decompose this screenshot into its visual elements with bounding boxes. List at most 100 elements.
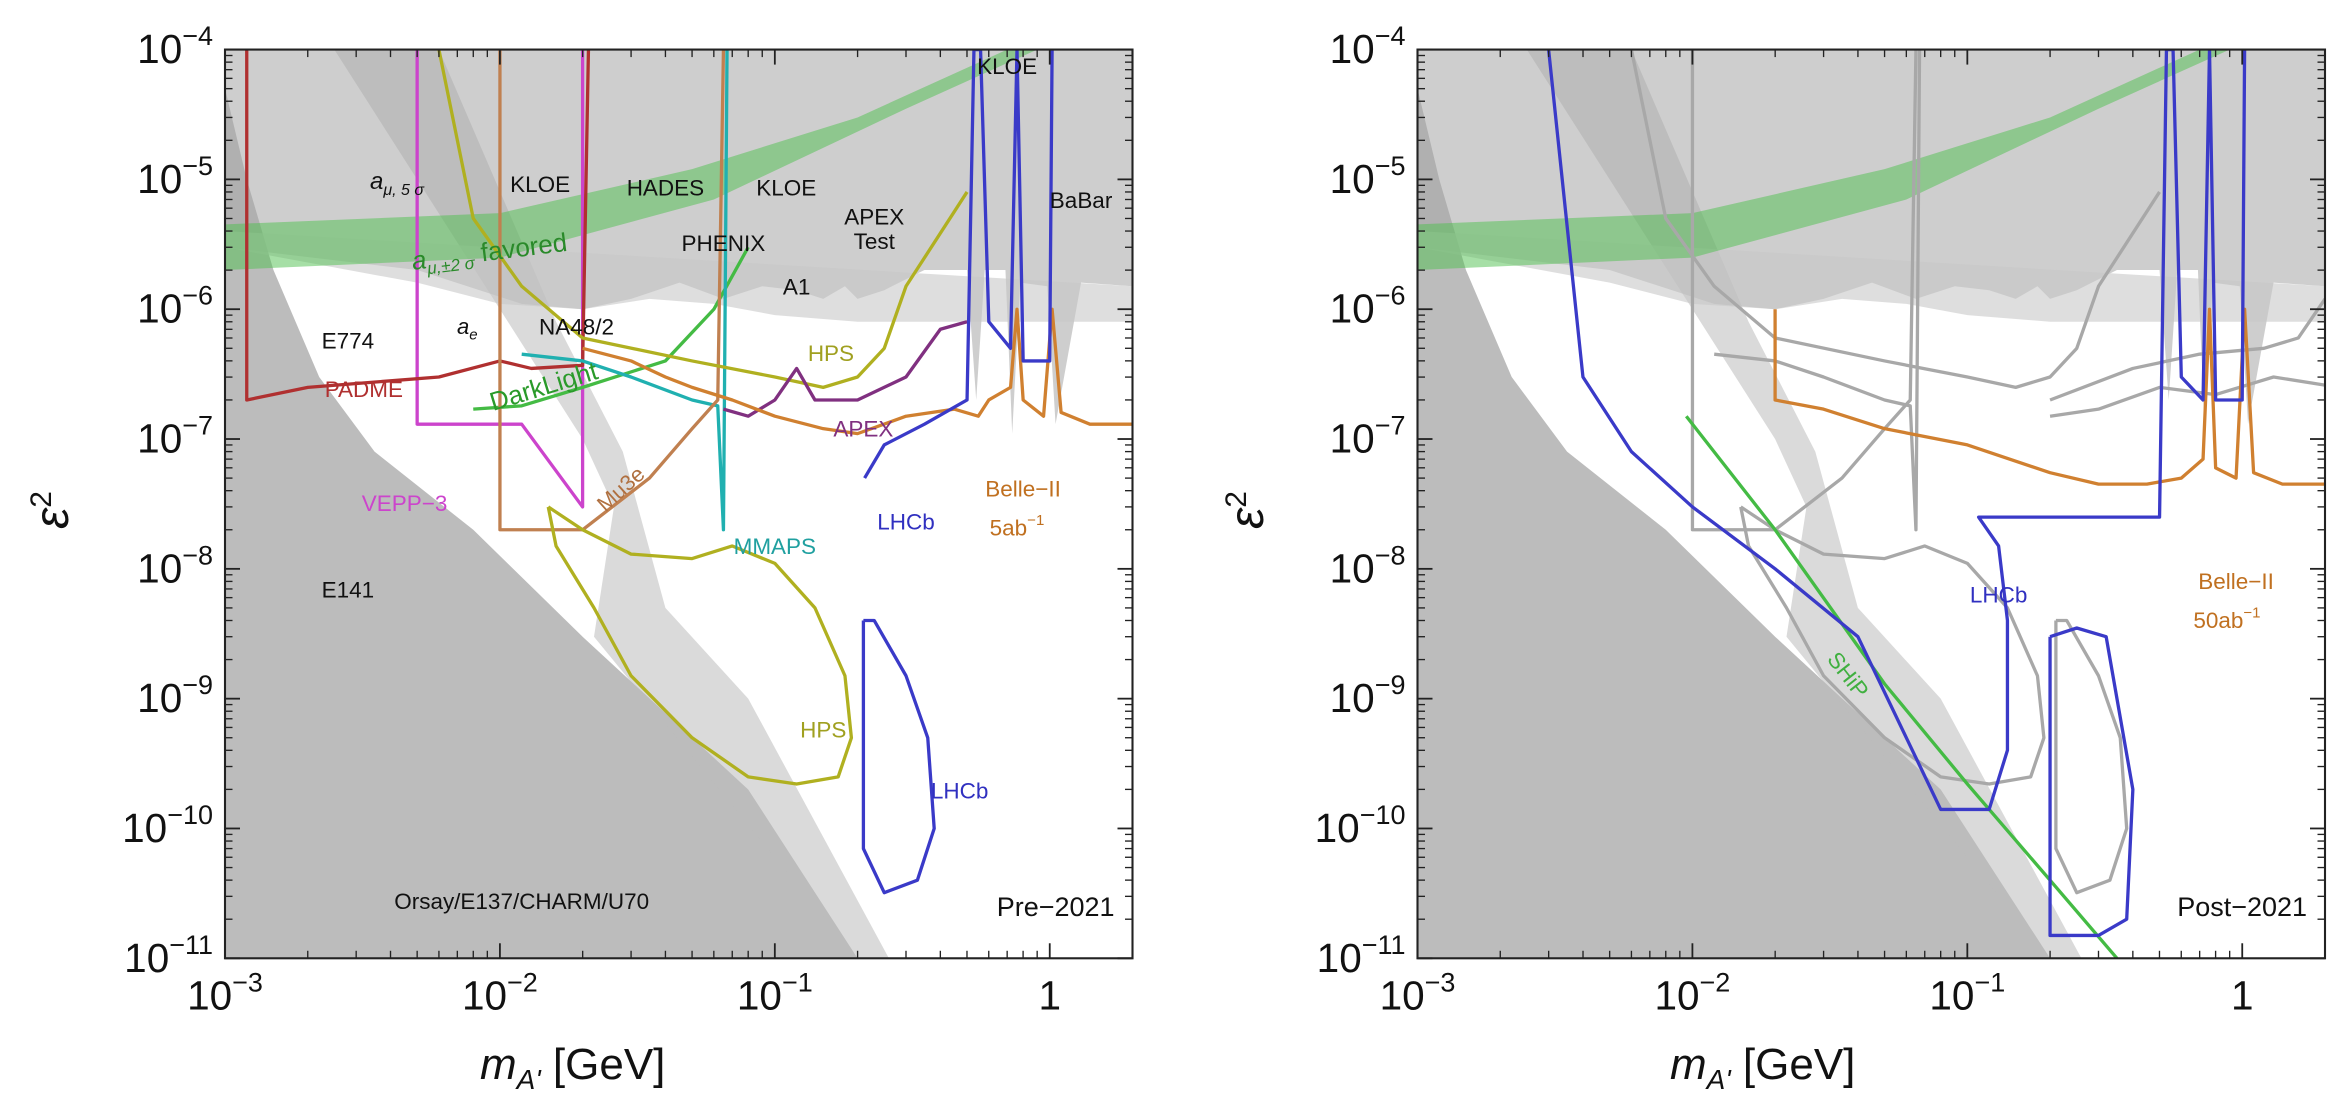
y-axis-label-main: ε: [26, 507, 79, 529]
x-tick-label: 1: [1038, 972, 1061, 1018]
favored-band-4: [225, 49, 1038, 271]
series-line-lhcb-15: [861, 618, 936, 895]
y-tick-label: 10−8: [137, 540, 213, 591]
annotation-ae-sub: e: [469, 326, 478, 344]
y-tick-label: 10−6: [137, 281, 213, 332]
y-tick-label: 10−9: [137, 670, 213, 721]
y-tick-label: 10−5: [137, 151, 213, 202]
excluded-region-0: [225, 49, 858, 959]
x-axis-label-unit: [GeV]: [1730, 1040, 1856, 1089]
series-line-padme-6: [245, 49, 591, 402]
y-tick-label: 10−4: [137, 21, 213, 72]
x-tick-label: 10−2: [462, 967, 538, 1018]
x-axis-label-left: mA' [GeV]: [480, 1040, 665, 1096]
annotation-kloe: KLOE: [977, 54, 1037, 79]
plot-area: [225, 49, 1133, 959]
annotation-hps: HPS: [808, 341, 854, 366]
series-line-ship-13: [1685, 415, 2119, 959]
x-axis-label-unit: [GeV]: [540, 1040, 666, 1089]
series-line-previous-8: [1739, 505, 2046, 786]
y-tick-label: 10−6: [1330, 281, 1406, 332]
excluded-region-1: [1526, 49, 2082, 959]
series-line-lhcb-14: [1546, 49, 2247, 812]
plot-frame: [223, 48, 1134, 960]
annotation-amu-5sigma: aμ, 5 σ: [370, 168, 424, 200]
y-tick-label: 10−5: [1330, 151, 1406, 202]
annotation-vepp-3: VEPP−3: [362, 491, 448, 516]
annotation-lhcb: LHCb: [931, 779, 988, 804]
x-axis-label-main: m: [1670, 1040, 1707, 1089]
x-axis-label-right: mA' [GeV]: [1670, 1040, 1855, 1096]
annotation-e774: E774: [322, 328, 375, 353]
y-tick-label: 10−10: [1315, 800, 1406, 851]
excluded-region-0: [1417, 49, 2051, 959]
x-tick-label: 10−1: [1929, 967, 2005, 1018]
series-line-previous-9: [2054, 618, 2129, 895]
y-tick-label: 10−8: [1330, 540, 1406, 591]
annotation-babar: BaBar: [1050, 188, 1113, 213]
annotation-mmaps: MMAPS: [734, 534, 816, 559]
y-tick-label: 10−7: [1330, 410, 1406, 461]
annotation-e141: E141: [322, 578, 375, 603]
annotation-lhcb: LHCb: [877, 510, 934, 535]
y-axis-label-sup: 2: [25, 491, 58, 508]
series-line-lhcb-15: [2048, 626, 2135, 938]
y-tick-label: 10−7: [137, 410, 213, 461]
annotation-apex: APEX: [844, 204, 904, 229]
series-line-previous-6: [1690, 49, 1918, 532]
annotation-ae: ae: [457, 314, 478, 343]
annotation-na48-2: NA48/2: [539, 314, 614, 339]
x-tick-label: 10−3: [1380, 967, 1456, 1018]
plot-area: [1417, 49, 2325, 959]
series-line-lhcb-14: [863, 49, 1054, 479]
annotation-ae-main: a: [457, 314, 470, 339]
era-label: Post−2021: [2177, 892, 2307, 922]
y-axis-label-sup: 2: [1220, 491, 1253, 508]
annotation-belle-ii: Belle−II: [985, 477, 1061, 502]
y-tick-label: 10−11: [1317, 930, 1406, 981]
annotation-hps: HPS: [800, 718, 846, 743]
annotation-belle-ii: Belle−II: [2198, 569, 2274, 594]
y-tick-label: 10−10: [122, 800, 213, 851]
y-tick-label: 10−9: [1330, 670, 1406, 721]
y-axis-label-right: ε2: [1220, 455, 1275, 565]
annotation-amu-5sigma-main: a: [370, 168, 384, 195]
annotation-phenix: PHENIX: [682, 231, 766, 256]
series-line-previous-7: [1629, 49, 2161, 390]
x-axis-label-main: m: [480, 1040, 517, 1089]
excluded-region-2: [1417, 49, 2325, 434]
x-axis-label-sub: A': [516, 1063, 541, 1095]
series-line-mu3e-9: [498, 49, 726, 532]
y-tick-label: 10−11: [124, 930, 213, 981]
excluded-region-1: [334, 49, 889, 959]
annotation-orsay-e137-charm-u70: Orsay/E137/CHARM/U70: [394, 889, 649, 914]
annotation-apex: APEX: [833, 416, 893, 441]
series-line-mmaps-8: [521, 49, 729, 532]
plot-frame: [1416, 48, 2327, 960]
series-line-hps-10: [437, 49, 969, 390]
y-axis-label-main: ε: [1221, 507, 1274, 529]
x-tick-label: 10−1: [737, 967, 813, 1018]
series-line-previous-11: [2049, 297, 2325, 402]
x-axis-label-sub: A': [1706, 1063, 1731, 1095]
y-tick-label: 10−4: [1330, 21, 1406, 72]
annotation-5ab: 5ab−1: [990, 512, 1045, 541]
series-line-belle-ii-12: [1773, 307, 2325, 486]
excluded-region-2: [225, 49, 1133, 434]
annotation-lhcb: LHCb: [1970, 583, 2027, 608]
annotation-kloe: KLOE: [756, 176, 816, 201]
favored-band-4: [1417, 49, 2230, 271]
x-tick-label: 10−2: [1655, 967, 1731, 1018]
series-line-hps-11: [546, 505, 854, 786]
annotation-kloe: KLOE: [510, 172, 570, 197]
x-tick-label: 1: [2231, 972, 2254, 1018]
annotation-test: Test: [854, 229, 896, 254]
annotation-amu-5sigma-sub: μ, 5 σ: [383, 181, 425, 199]
annotation-a1: A1: [783, 274, 811, 299]
series-line-previous-10: [2049, 375, 2325, 418]
